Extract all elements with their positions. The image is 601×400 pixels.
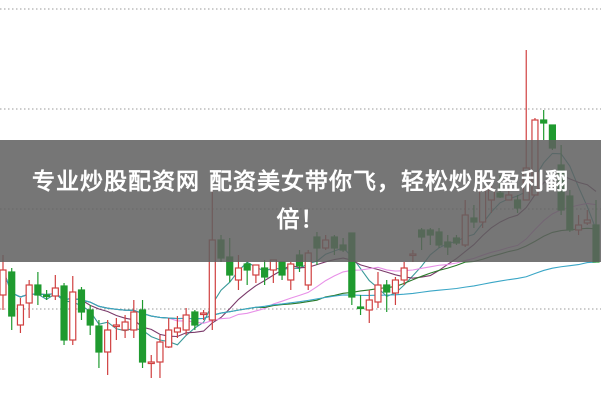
candle-body xyxy=(69,291,77,341)
candle-body xyxy=(121,321,129,331)
candle-body xyxy=(86,309,94,326)
candle-body xyxy=(104,329,112,353)
candle-body xyxy=(43,294,51,298)
candle-body xyxy=(252,264,260,276)
candle-body xyxy=(278,261,286,276)
candle-body xyxy=(60,285,68,341)
candle-body xyxy=(365,299,373,311)
candle-body xyxy=(112,324,120,328)
candle-body xyxy=(25,284,33,304)
candle-body xyxy=(199,312,208,316)
candle-body xyxy=(374,284,382,303)
candle-body xyxy=(51,287,59,297)
candle-body xyxy=(261,267,269,278)
candle-body xyxy=(383,284,391,293)
candle-body xyxy=(234,267,243,281)
candle-body xyxy=(138,309,147,363)
candle-body xyxy=(77,289,86,313)
moving-average-line-ma60 xyxy=(2,261,597,320)
candle-body xyxy=(182,314,190,331)
candle-body xyxy=(34,284,42,296)
candle-body xyxy=(95,325,103,353)
candle-body xyxy=(8,271,16,317)
candle-body xyxy=(173,327,182,333)
candle-body xyxy=(0,269,7,296)
candle-body xyxy=(156,341,164,363)
title-line-1: 专业炒股配资网 配资美女带你飞，轻松炒股盈利翻 xyxy=(31,169,569,195)
candle-body xyxy=(16,304,25,326)
title-line-2: 倍！ xyxy=(276,207,325,233)
candle-body xyxy=(165,329,173,348)
candle-body xyxy=(391,279,400,294)
candle-body xyxy=(287,263,295,281)
title-banner: 专业炒股配资网 配资美女带你飞，轻松炒股盈利翻 倍！ xyxy=(0,140,601,262)
candle-body xyxy=(400,267,408,281)
candle-body xyxy=(191,311,199,326)
candle-body xyxy=(356,306,365,310)
candle-body xyxy=(130,311,138,331)
candle-body xyxy=(243,263,251,271)
candle-body xyxy=(147,361,155,365)
candle-body xyxy=(540,119,548,124)
